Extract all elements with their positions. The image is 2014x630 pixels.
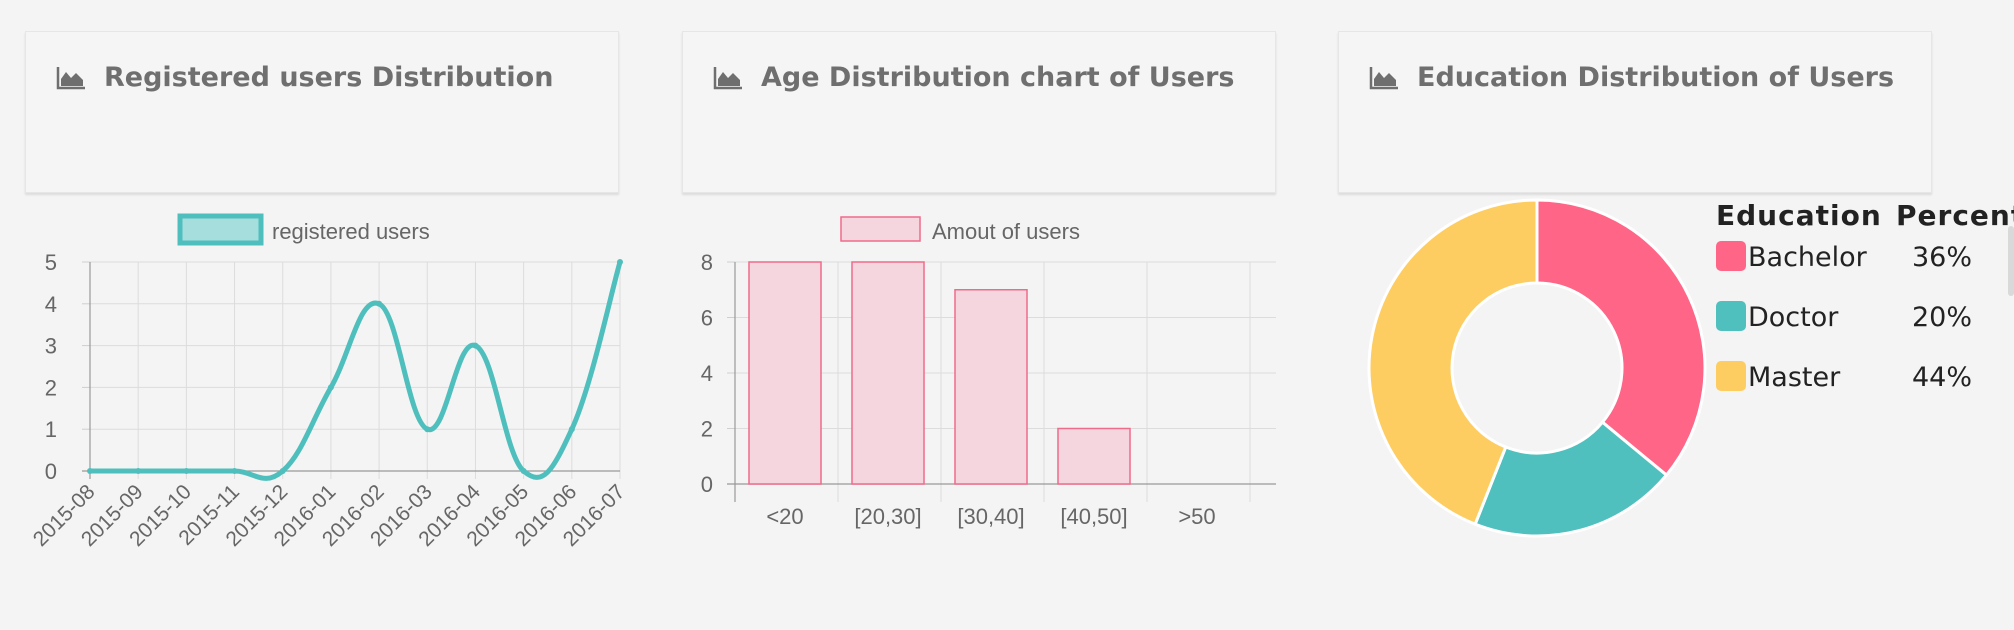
legend-swatch: [840, 216, 921, 242]
series-line: [90, 261, 623, 481]
pie-slice: [1535, 198, 1707, 478]
panel-title-text: Age Distribution chart of Users: [761, 62, 1235, 93]
panel-title: Age Distribution chart of Users: [713, 62, 1235, 93]
x-tick-label: [20,30]: [854, 504, 921, 529]
legend-label: registered users: [272, 219, 430, 244]
panel-age-distribution: Age Distribution chart of Users: [682, 31, 1276, 193]
x-tick-label: [30,40]: [957, 504, 1024, 529]
pie-slice: [1367, 198, 1539, 527]
legend-percent: 36%: [1912, 242, 1972, 273]
legend-label: Amout of users: [932, 219, 1080, 244]
bar: [851, 261, 925, 485]
data-point: [424, 426, 431, 433]
legend-swatch: [1716, 301, 1746, 331]
y-tick-label: 5: [45, 250, 57, 275]
data-point: [135, 468, 142, 474]
area-chart-icon: [1369, 66, 1398, 89]
y-tick-label: 3: [45, 334, 57, 359]
panel-title-text: Registered users Distribution: [104, 62, 554, 93]
panel-title: Registered users Distribution: [56, 62, 553, 93]
legend-label: Bachelor: [1748, 242, 1868, 273]
y-tick-label: 0: [45, 459, 57, 484]
data-point: [376, 300, 383, 307]
panel-registered-users: Registered users Distribution: [25, 31, 619, 193]
x-tick-label: [40,50]: [1060, 504, 1127, 529]
legend-label: Master: [1748, 362, 1841, 393]
legend-percent: 20%: [1912, 302, 1972, 333]
x-tick-label: >50: [1178, 504, 1215, 529]
y-tick-label: 0: [701, 472, 713, 497]
legend-label: Doctor: [1748, 302, 1839, 333]
data-point: [327, 384, 334, 391]
legend-swatch: [1716, 241, 1746, 271]
y-tick-label: 2: [701, 417, 713, 442]
y-tick-label: 6: [701, 306, 713, 331]
legend-swatch: [1716, 361, 1746, 391]
pie-slice: [1473, 420, 1669, 538]
data-point: [183, 468, 190, 474]
data-point: [279, 468, 286, 474]
legend-header: Percent: [1896, 199, 2014, 232]
panel-title: Education Distribution of Users: [1369, 62, 1894, 93]
data-point: [87, 468, 93, 474]
bar: [954, 289, 1028, 485]
y-tick-label: 4: [701, 361, 713, 386]
data-point: [617, 259, 623, 265]
x-tick-label: <20: [766, 504, 803, 529]
y-tick-label: 1: [45, 417, 57, 442]
area-chart-icon: [713, 66, 742, 89]
legend-percent: 44%: [1912, 362, 1972, 393]
y-tick-label: 8: [701, 250, 713, 275]
data-point: [231, 468, 238, 474]
legend-header: Education: [1716, 199, 1882, 232]
panel-education-distribution: Education Distribution of Users: [1338, 31, 1932, 193]
data-point: [472, 342, 479, 349]
data-point: [568, 426, 575, 433]
y-tick-label: 2: [45, 375, 57, 400]
scrollbar[interactable]: [2008, 226, 2014, 296]
legend-swatch: [177, 213, 264, 246]
bar: [748, 261, 822, 485]
panel-title-text: Education Distribution of Users: [1417, 62, 1895, 93]
data-point: [520, 468, 527, 474]
area-chart-icon: [56, 66, 85, 89]
y-tick-label: 4: [45, 292, 57, 317]
bar: [1057, 427, 1131, 485]
